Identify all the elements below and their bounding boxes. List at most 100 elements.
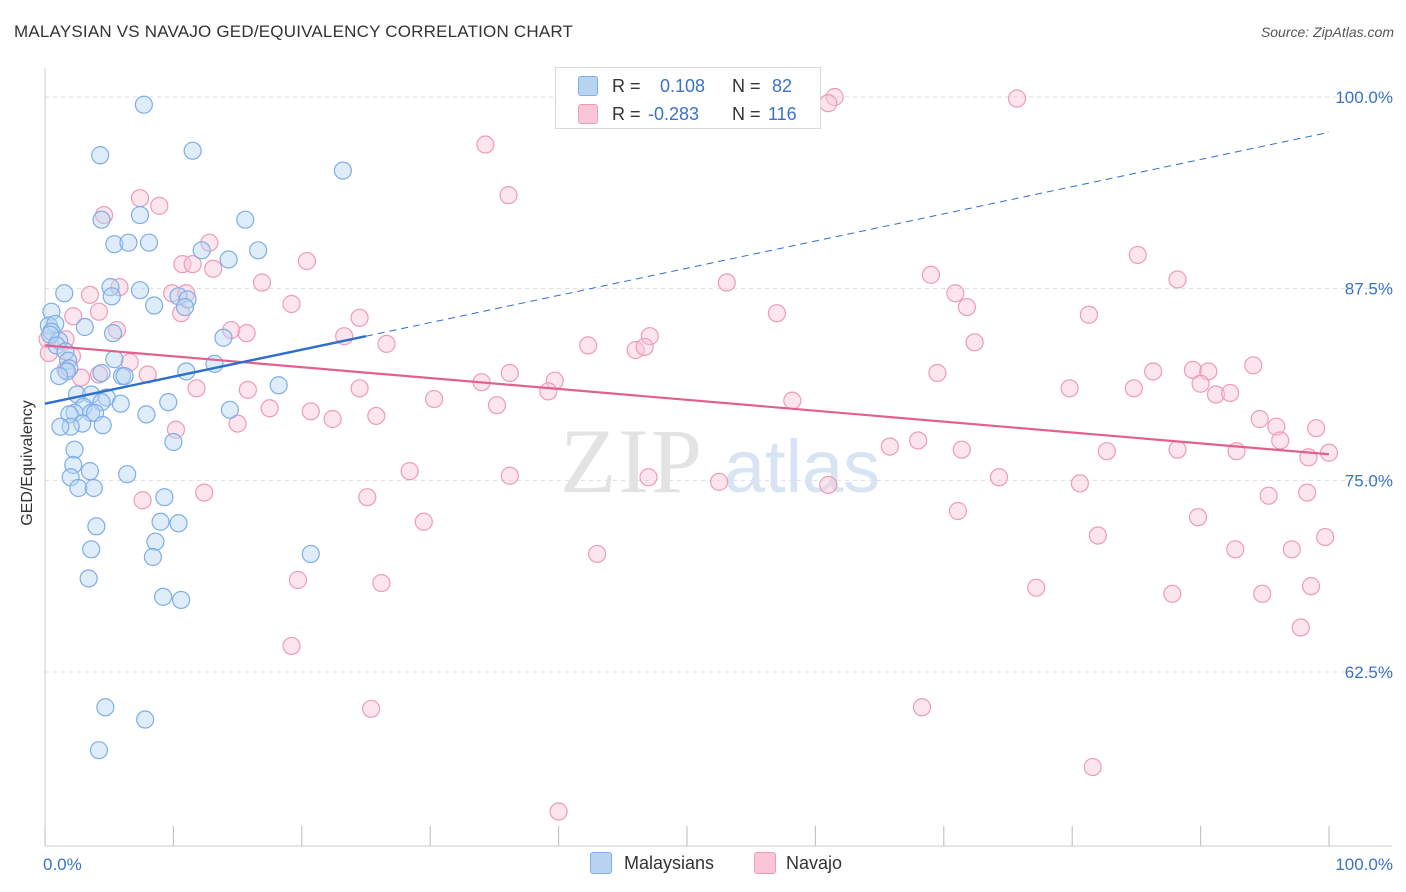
navajo-point	[1267, 417, 1286, 436]
navajo-point	[183, 255, 202, 274]
malaysians-point	[136, 710, 155, 729]
navajo-point	[1027, 578, 1046, 597]
navajo-point	[1163, 584, 1182, 603]
malaysians-swatch	[590, 852, 612, 874]
navajo-point	[1088, 526, 1107, 545]
malaysians-point	[103, 324, 123, 343]
navajo-point	[187, 379, 206, 398]
grid-lines	[45, 96, 1392, 673]
malaysians-point	[139, 233, 159, 252]
malaysians-r-value: 0.108	[660, 76, 706, 96]
y-tick-label: 87.5%	[1345, 280, 1393, 299]
navajo-point	[282, 636, 301, 656]
navajo-point	[965, 333, 984, 352]
y-tick-label: 100.0%	[1335, 88, 1393, 107]
navajo-point	[252, 273, 272, 292]
navajo-point	[372, 573, 391, 593]
navajo-point	[64, 307, 83, 326]
navajo-point	[1007, 89, 1027, 108]
navajo-point	[1301, 577, 1321, 596]
navajo-point	[228, 414, 247, 433]
navajo-point	[1191, 374, 1210, 393]
malaysians-point	[214, 328, 233, 347]
navajo-point	[500, 363, 519, 383]
chart-title: MALAYSIAN VS NAVAJO GED/EQUIVALENCY CORR…	[14, 22, 574, 41]
malaysians-point	[145, 296, 164, 315]
navajo-point	[350, 379, 369, 398]
navajo-point	[1143, 362, 1163, 381]
navajo-point	[767, 304, 786, 323]
navajo-point	[1226, 540, 1245, 559]
malaysians-point	[134, 95, 153, 114]
navajo-point	[377, 334, 396, 353]
malaysians-point	[143, 547, 162, 567]
navajo-point	[880, 437, 899, 456]
navajo-point	[297, 251, 317, 271]
navajo-point	[912, 698, 932, 717]
malaysians-point	[175, 297, 195, 317]
navajo-point	[1128, 245, 1147, 265]
malaysians-point	[151, 512, 170, 531]
malaysians-point	[159, 393, 178, 412]
r-label: R =	[612, 104, 641, 124]
malaysians-point	[119, 233, 138, 252]
navajo-trend-line	[44, 344, 1330, 456]
navajo-point	[909, 431, 928, 450]
navajo-point	[301, 402, 320, 421]
axes	[44, 68, 1392, 847]
malaysians-point	[42, 322, 61, 341]
malaysians-point	[105, 235, 124, 254]
navajo-point	[928, 363, 947, 383]
malaysians-point	[96, 698, 115, 717]
malaysians-point	[219, 250, 238, 269]
navajo-point	[1316, 527, 1335, 547]
watermark-zip: ZIP	[560, 410, 704, 512]
navajo-point	[476, 135, 495, 154]
y-tick-label: 75.0%	[1345, 471, 1393, 490]
navajo-point	[1307, 419, 1326, 438]
navajo-point	[424, 389, 444, 409]
malaysians-point	[301, 544, 320, 564]
malaysians-point	[91, 146, 110, 165]
malaysians-point	[51, 417, 70, 436]
navajo-point	[260, 399, 279, 418]
navajo-point	[499, 186, 518, 205]
navajo-legend-label: Navajo	[786, 853, 843, 873]
navajo-point	[288, 570, 308, 590]
malaysians-point	[69, 478, 88, 498]
navajo-point	[1259, 486, 1278, 505]
navajo-swatch	[754, 852, 776, 874]
malaysians-legend-label: Malaysians	[624, 853, 715, 873]
malaysians-point	[92, 210, 111, 229]
malaysians-point	[60, 359, 79, 378]
y-tick-label: 62.5%	[1345, 663, 1393, 682]
malaysians-point	[130, 281, 150, 300]
navajo-point	[1079, 305, 1098, 324]
malaysians-point	[146, 532, 165, 551]
malaysians-point	[154, 587, 173, 606]
navajo-point	[709, 472, 729, 491]
navajo-point	[120, 353, 139, 372]
navajo-point	[195, 483, 214, 502]
navajo-point	[1282, 540, 1301, 559]
navajo-point	[783, 391, 802, 410]
navajo-point	[1168, 270, 1187, 289]
navajo-point	[640, 327, 659, 346]
navajo-point	[1271, 431, 1290, 450]
navajo-point	[1070, 474, 1090, 493]
malaysians-point	[137, 405, 156, 424]
navajo-point	[948, 501, 968, 521]
x-tick-label: 100.0%	[1335, 855, 1393, 874]
malaysians-swatch	[578, 76, 598, 96]
navajo-point	[1250, 409, 1269, 429]
navajo-point	[921, 265, 941, 284]
malaysians-point	[50, 366, 69, 386]
watermark-atlas: atlas	[724, 425, 880, 508]
malaysians-point	[73, 414, 92, 433]
malaysians-series	[39, 95, 352, 760]
navajo-point	[173, 255, 192, 274]
malaysians-point	[84, 478, 103, 498]
legend-row-malaysians: R = 0.108 N = 82	[556, 74, 820, 98]
navajo-point	[400, 462, 419, 481]
malaysians-point	[236, 210, 255, 229]
